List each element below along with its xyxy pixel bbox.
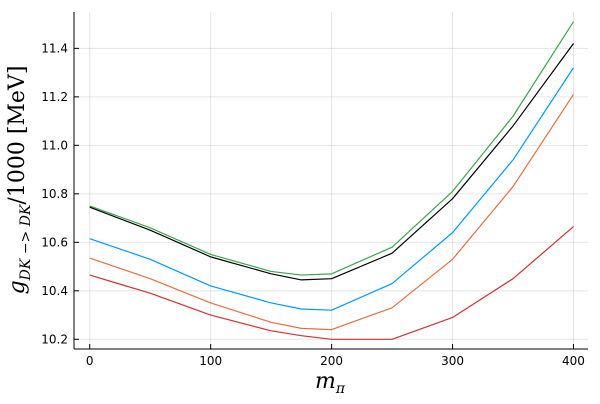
x-tick-label: 100 [199,354,222,368]
x-axis-label: mπ [315,369,346,397]
y-label-rest: /1000 [MeV] [5,66,30,205]
line [89,43,574,281]
y-tick-label: 11.4 [41,41,68,55]
x-tick-label: 0 [86,354,94,368]
y-tick-label: 10.2 [41,332,68,346]
y-axis-label: gDK −> DK/1000 [MeV] [5,66,34,295]
x-label-main: m [315,369,336,394]
x-tick-label: 200 [320,354,343,368]
x-tick-label: 400 [562,354,585,368]
line [89,94,574,331]
y-tick-label: 10.4 [41,284,68,298]
line [89,226,574,340]
y-tick-label: 10.8 [41,187,68,201]
line [89,21,574,276]
x-tick-label: 300 [441,354,464,368]
y-tick-label: 10.6 [41,235,68,249]
line [89,67,574,311]
y-label-main: g [5,280,30,294]
y-tick-label: 11.0 [41,138,68,152]
x-label-sub: π [335,381,346,397]
y-tick-label: 11.2 [41,90,68,104]
y-label-sub: DK −> DK [18,203,34,281]
